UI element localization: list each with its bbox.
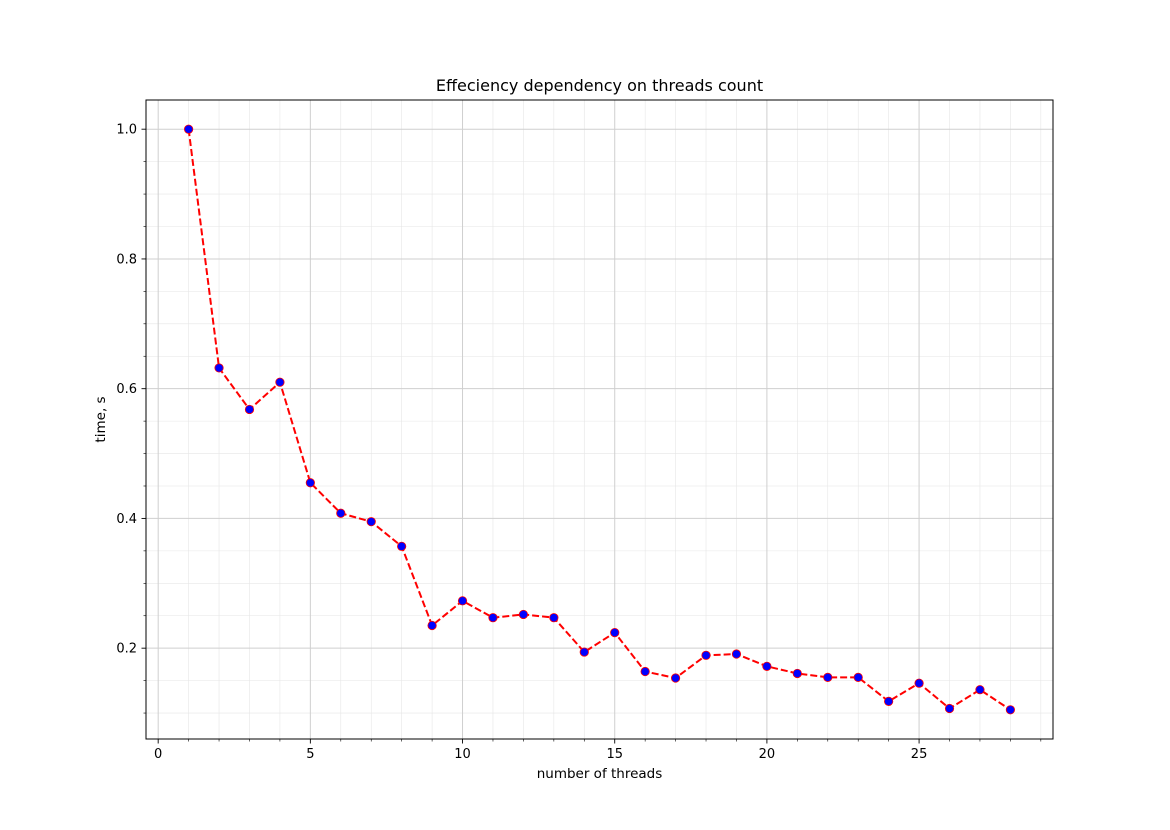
data-point: [670, 673, 681, 683]
minor-grid: [146, 100, 1053, 739]
data-point: [792, 668, 802, 679]
y-axis-label: time, s: [93, 396, 109, 442]
data-point: [305, 478, 315, 488]
data-point: [884, 696, 894, 706]
data-point: [701, 650, 711, 660]
data-point: [184, 124, 194, 134]
data-point: [640, 666, 650, 677]
data-point: [1005, 705, 1015, 715]
y-tick-label: 0.2: [116, 642, 137, 657]
y-tick-label: 1.0: [116, 123, 137, 138]
x-tick-label: 0: [154, 747, 162, 762]
y-tick-label: 0.8: [116, 252, 137, 267]
data-point: [244, 404, 255, 415]
series-line: [187, 129, 1011, 711]
data-point: [853, 672, 863, 682]
series-layer: [184, 124, 1015, 715]
x-axis-label: number of threads: [537, 766, 663, 782]
data-point: [397, 541, 407, 551]
data-point: [214, 363, 224, 373]
x-tick-label: 5: [306, 747, 314, 762]
major-grid: [146, 100, 1053, 739]
x-tick-label: 25: [911, 747, 928, 762]
plot-frame: [145, 99, 1054, 740]
data-point: [427, 620, 437, 631]
data-point: [579, 647, 589, 657]
data-point: [762, 661, 772, 671]
x-tick-label: 20: [759, 747, 776, 762]
data-point: [975, 685, 985, 695]
x-tick-label: 10: [454, 747, 471, 762]
data-point: [731, 649, 742, 659]
data-point: [366, 517, 376, 527]
data-point: [610, 628, 620, 638]
data-point: [823, 672, 833, 682]
data-point: [944, 703, 955, 714]
data-point: [914, 678, 924, 688]
chart-title: Effeciency dependency on threads count: [436, 76, 763, 95]
data-point: [336, 508, 346, 518]
data-point: [549, 613, 559, 623]
data-point: [457, 596, 468, 606]
ticks-layer: 0 5 10 15 20 25 0.2 0.4 0.6 0.8 1.0: [116, 123, 1042, 762]
data-point: [275, 377, 285, 387]
y-tick-label: 0.6: [116, 382, 137, 397]
x-tick-label: 15: [606, 747, 623, 762]
data-point: [518, 609, 529, 620]
data-point: [488, 613, 498, 623]
y-tick-label: 0.4: [116, 512, 137, 527]
